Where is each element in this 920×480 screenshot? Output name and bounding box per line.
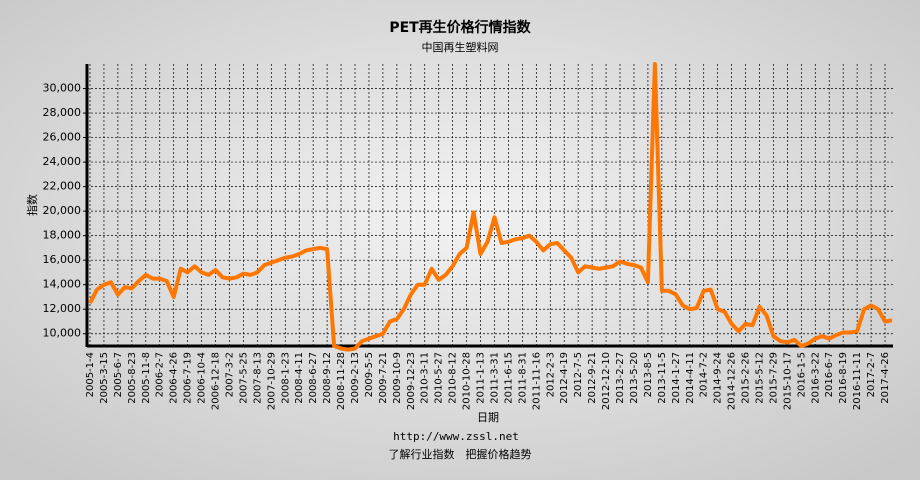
y-tick-label: 22,000 [43, 180, 82, 193]
x-tick-label: 2014-1-27 [671, 352, 682, 404]
y-tick-label: 26,000 [43, 131, 82, 144]
x-tick-label: 2013-2-27 [615, 352, 626, 404]
x-tick-label: 2011-11-16 [531, 352, 542, 410]
x-tick-label: 2014-4-11 [685, 352, 696, 404]
x-tick-label: 2005-1-4 [85, 352, 96, 397]
x-tick-label: 2008-9-12 [322, 352, 333, 404]
x-tick-label: 2007-10-29 [266, 352, 277, 410]
x-tick-label: 2011-6-15 [503, 352, 514, 404]
x-tick-label: 2010-8-12 [448, 352, 459, 404]
x-tick-label: 2016-8-19 [838, 352, 849, 404]
x-tick-label: 2012-2-3 [545, 352, 556, 397]
x-tick-label: 2013-5-20 [629, 352, 640, 404]
y-tick-label: 28,000 [43, 106, 82, 119]
x-tick-label: 2005-6-7 [113, 352, 124, 397]
x-tick-label: 2010-10-28 [462, 352, 473, 410]
y-tick-label: 20,000 [43, 204, 82, 217]
footer-url: http://www.zssl.net [393, 430, 519, 443]
x-tick-label: 2017-2-7 [866, 352, 877, 397]
data-line [88, 62, 893, 352]
x-tick-label: 2012-12-10 [601, 352, 612, 410]
x-tick-label: 2006-12-18 [211, 352, 222, 410]
x-tick-label: 2015-7-29 [768, 352, 779, 404]
x-tick-label: 2006-10-4 [197, 352, 208, 404]
y-tick-label: 30,000 [43, 82, 82, 95]
x-tick-label: 2009-12-23 [406, 352, 417, 410]
x-tick-label: 2016-3-22 [810, 352, 821, 404]
x-tick-label: 2006-7-19 [183, 352, 194, 404]
y-tick-label: 18,000 [43, 229, 82, 242]
x-tick-label: 2009-7-21 [378, 352, 389, 404]
x-tick-label: 2008-6-27 [308, 352, 319, 404]
x-tick-label: 2007-8-13 [252, 352, 263, 404]
x-tick-label: 2009-10-9 [392, 352, 403, 404]
x-tick-label: 2014-7-2 [699, 352, 710, 397]
x-tick-label: 2008-11-28 [336, 352, 347, 410]
x-tick-label: 2005-11-8 [141, 352, 152, 404]
x-tick-label: 2007-5-25 [238, 352, 249, 404]
footer-slogan: 了解行业指数 把握价格趋势 [389, 447, 532, 461]
x-tick-label: 2010-5-27 [434, 352, 445, 404]
chart-title: PET再生价格行情指数 [389, 19, 531, 36]
y-tick-label: 16,000 [43, 253, 82, 266]
x-tick-label: 2011-3-31 [489, 352, 500, 404]
x-tick-label: 2012-7-5 [573, 352, 584, 397]
x-tick-label: 2011-8-31 [517, 352, 528, 404]
x-tick-label: 2006-4-26 [169, 352, 180, 404]
y-tick-label: 24,000 [43, 155, 82, 168]
x-tick-label: 2013-11-5 [657, 352, 668, 404]
x-tick-label: 2009-5-5 [364, 352, 375, 397]
x-tick-label: 2006-2-7 [155, 352, 166, 397]
x-tick-label: 2015-5-12 [754, 352, 765, 404]
chart-subtitle: 中国再生塑料网 [422, 40, 499, 54]
x-tick-label: 2012-9-21 [587, 352, 598, 404]
x-tick-label: 2015-10-17 [782, 352, 793, 410]
x-tick-label: 2014-12-26 [727, 352, 738, 410]
x-axis-label: 日期 [477, 411, 499, 424]
x-tick-label: 2016-11-11 [852, 352, 863, 410]
x-tick-label: 2012-4-19 [559, 352, 570, 404]
x-tick-label: 2008-1-23 [280, 352, 291, 404]
x-tick-label: 2014-9-24 [713, 352, 724, 404]
x-tick-label: 2015-2-26 [741, 352, 752, 404]
x-tick-label: 2013-8-5 [643, 352, 654, 397]
x-tick-label: 2010-3-11 [420, 352, 431, 404]
x-tick-label: 2017-4-26 [880, 352, 891, 404]
y-tick-label: 12,000 [43, 302, 82, 315]
x-tick-label: 2005-3-15 [99, 352, 110, 404]
y-tick-label: 14,000 [43, 278, 82, 291]
x-tick-label: 2016-6-7 [824, 352, 835, 397]
y-axis-label: 指数 [25, 194, 39, 216]
x-tick-label: 2009-2-13 [350, 352, 361, 404]
x-tick-label: 2005-8-23 [127, 352, 138, 404]
x-tick-label: 2016-1-5 [796, 352, 807, 397]
x-tick-label: 2008-4-11 [294, 352, 305, 404]
x-tick-label: 2007-3-2 [224, 352, 235, 397]
y-tick-label: 10,000 [43, 327, 82, 340]
x-tick-label: 2011-1-13 [476, 352, 487, 404]
